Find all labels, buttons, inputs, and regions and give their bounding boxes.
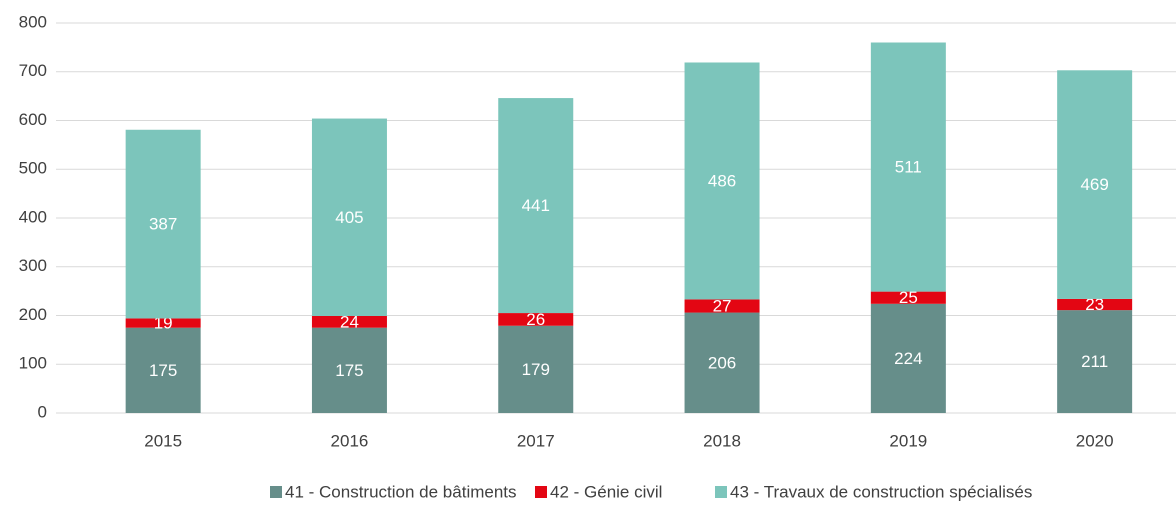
bar-segment [1057,298,1133,311]
bar-segment [684,62,760,300]
y-tick-label: 800 [19,12,47,31]
bar-segment [870,303,946,413]
bar-segment [125,327,201,413]
data-label: 24 [340,312,359,331]
legend-swatch [535,486,547,498]
data-label: 175 [149,361,177,380]
data-label: 211 [1081,352,1108,371]
bar-segment [311,315,387,328]
x-tick-label: 2018 [703,431,741,450]
bar-segment [311,118,387,316]
data-label: 175 [335,361,363,380]
data-label: 511 [895,158,922,177]
y-tick-label: 600 [19,110,47,129]
data-label: 27 [713,296,732,315]
y-tick-label: 200 [19,305,47,324]
data-label: 224 [894,349,922,368]
x-tick-label: 2015 [144,431,182,450]
legend-label: 41 - Construction de bâtiments [285,482,517,501]
data-label: 179 [522,360,550,379]
y-tick-label: 500 [19,159,47,178]
y-tick-label: 700 [19,61,47,80]
data-label: 25 [899,288,918,307]
legend-label: 43 - Travaux de construction spécialisés [730,482,1032,501]
bar-segment [311,327,387,413]
x-tick-label: 2019 [889,431,927,450]
data-label: 23 [1085,295,1104,314]
data-label: 441 [522,196,550,215]
data-label: 387 [149,215,177,234]
data-label: 469 [1080,175,1108,194]
bar-segment [125,129,201,319]
bar-segment [1057,310,1133,413]
x-tick-label: 2017 [517,431,555,450]
y-tick-label: 0 [38,402,47,421]
legend-label: 42 - Génie civil [550,482,662,501]
bar-segment [870,42,946,292]
x-tick-label: 2016 [331,431,369,450]
bar-segment [684,299,760,313]
bar-segment [1057,70,1133,299]
bar-segment [125,318,201,328]
x-tick-label: 2020 [1076,431,1114,450]
y-tick-label: 300 [19,256,47,275]
data-label: 206 [708,353,736,372]
legend-swatch [270,486,282,498]
bar-segment [498,325,574,413]
y-tick-label: 400 [19,207,47,226]
bar-segment [498,313,574,326]
data-label: 405 [335,208,363,227]
bar-segment [870,291,946,304]
legend-swatch [715,486,727,498]
bar-segment [498,98,574,314]
data-label: 26 [526,310,545,329]
y-tick-label: 100 [19,354,47,373]
data-label: 486 [708,171,736,190]
bar-segment [684,312,760,413]
